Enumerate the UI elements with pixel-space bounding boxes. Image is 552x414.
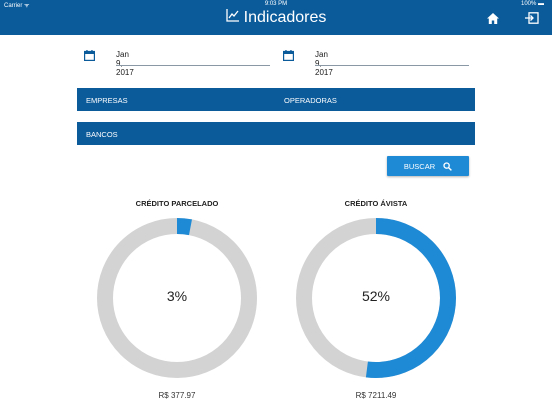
amount-label-parcelado: R$ 377.97 bbox=[158, 391, 196, 400]
date-end-field[interactable]: Jan 9, 2017 bbox=[315, 50, 333, 77]
empresas-selector[interactable]: EMPRESAS bbox=[86, 96, 128, 105]
date-start-field[interactable]: Jan 9, 2017 bbox=[116, 50, 134, 77]
page-title-wrap: Indicadores bbox=[0, 8, 552, 27]
bancos-label: BANCOS bbox=[86, 130, 118, 139]
logout-button[interactable] bbox=[523, 10, 541, 26]
bancos-selector[interactable]: BANCOS bbox=[77, 122, 475, 145]
clock-label: 9:03 PM bbox=[264, 1, 288, 7]
donut-value-arc bbox=[296, 218, 456, 378]
filter-row-empresas-operadoras: EMPRESAS OPERADORAS bbox=[77, 88, 475, 111]
amount-label-avista: R$ 7211.49 bbox=[355, 391, 397, 400]
percent-label-avista: 52% bbox=[361, 288, 391, 304]
chart-title-parcelado: CRÉDITO PARCELADO bbox=[135, 199, 219, 208]
search-button-label: BUSCAR bbox=[403, 161, 436, 171]
calendar-icon[interactable] bbox=[283, 48, 295, 66]
calendar-icon[interactable] bbox=[84, 48, 96, 66]
date-end-underline bbox=[315, 65, 469, 66]
percent-label-parcelado: 3% bbox=[166, 288, 188, 304]
carrier-label: Carrier ᯤ bbox=[4, 3, 30, 9]
home-icon bbox=[487, 12, 499, 24]
date-start-underline bbox=[116, 65, 270, 66]
donut-value-arc bbox=[97, 218, 257, 378]
search-button[interactable]: BUSCAR bbox=[387, 156, 469, 176]
page-title: Indicadores bbox=[243, 8, 327, 26]
search-icon bbox=[443, 161, 453, 171]
battery-label: 100% ▬ bbox=[520, 1, 544, 7]
donut-chart-parcelado bbox=[97, 218, 257, 378]
home-button[interactable] bbox=[484, 10, 502, 26]
chart-title-avista: CRÉDITO ÁVISTA bbox=[344, 199, 408, 208]
donut-chart-avista bbox=[296, 218, 456, 378]
logout-icon bbox=[525, 12, 539, 24]
top-app-bar: Carrier ᯤ 9:03 PM 100% ▬ Indicadores bbox=[0, 0, 552, 35]
chart-icon bbox=[225, 8, 240, 27]
operadoras-selector[interactable]: OPERADORAS bbox=[284, 96, 337, 105]
